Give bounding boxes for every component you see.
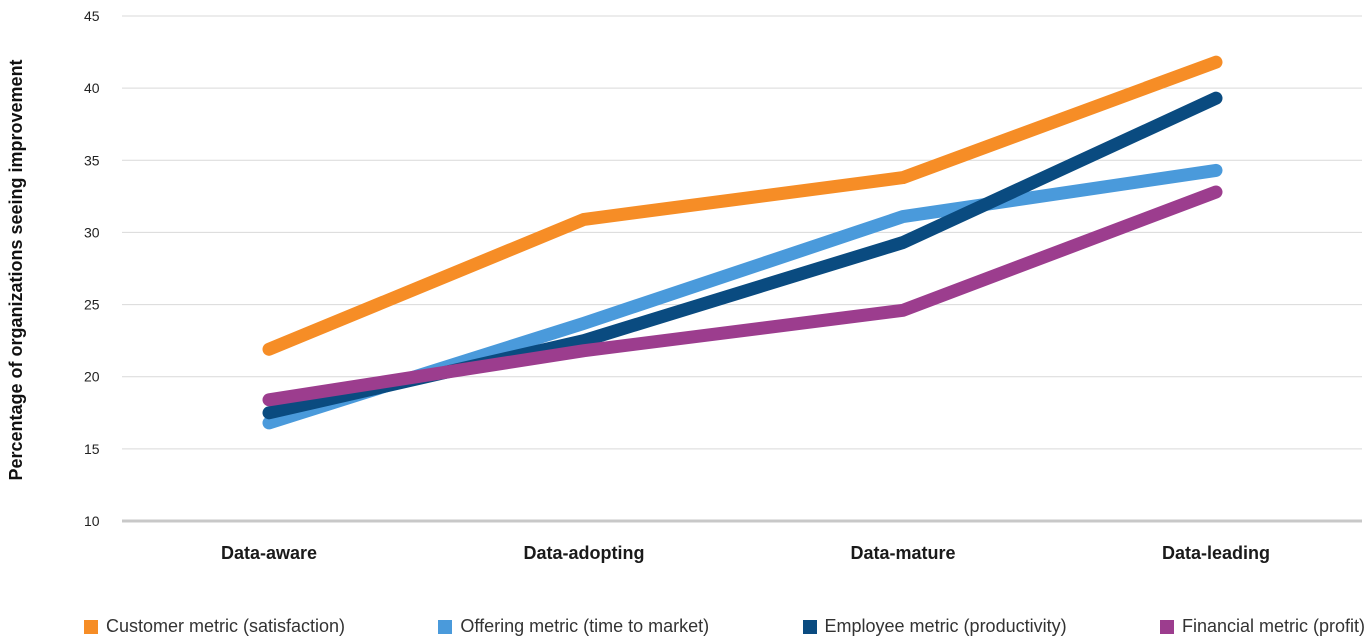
- line-chart: 10 15 20 25 30 35 40 45 Data-aware Data-adopting…: [6, 8, 1362, 563]
- legend-label: Offering metric (time to market): [460, 616, 710, 636]
- x-tick-label: Data-mature: [850, 543, 955, 563]
- y-axis-ticks: 10 15 20 25 30 35 40 45: [84, 8, 100, 529]
- legend-swatch: [802, 619, 817, 634]
- y-tick-label: 30: [84, 224, 100, 240]
- y-axis-label: Percentage of organizations seeing impro…: [6, 59, 26, 480]
- legend-label: Customer metric (satisfaction): [106, 616, 346, 636]
- y-tick-label: 35: [84, 152, 100, 168]
- legend-label: Employee metric (productivity): [824, 616, 1067, 636]
- series-line-4: [262, 185, 1223, 407]
- y-tick-label: 25: [84, 297, 100, 313]
- legend-item: Offering metric (time to market): [438, 616, 709, 637]
- series-lines: [262, 55, 1223, 430]
- legend-swatch: [1159, 619, 1174, 634]
- legend-item: Customer metric (satisfaction): [84, 616, 345, 637]
- y-tick-label: 45: [84, 8, 100, 24]
- legend: Customer metric (satisfaction) Offering m…: [84, 616, 1365, 637]
- y-tick-label: 40: [84, 80, 100, 96]
- legend-swatch: [84, 619, 98, 634]
- y-tick-label: 20: [84, 369, 100, 385]
- legend-label: Financial metric (profit): [1181, 616, 1365, 636]
- legend-item: Employee metric (productivity): [802, 616, 1067, 637]
- gridlines: [122, 15, 1362, 523]
- y-tick-label: 15: [84, 441, 100, 457]
- x-tick-label: Data-leading: [1162, 543, 1270, 563]
- legend-item: Financial metric (profit): [1159, 616, 1365, 637]
- series-line-3: [262, 91, 1223, 420]
- x-tick-label: Data-aware: [221, 543, 317, 563]
- y-tick-label: 10: [84, 513, 100, 529]
- legend-swatch: [438, 619, 453, 634]
- x-axis-labels: Data-aware Data-adopting Data-mature Data-l…: [221, 543, 1270, 563]
- x-tick-label: Data-adopting: [524, 543, 645, 563]
- series-line-1: [262, 55, 1223, 356]
